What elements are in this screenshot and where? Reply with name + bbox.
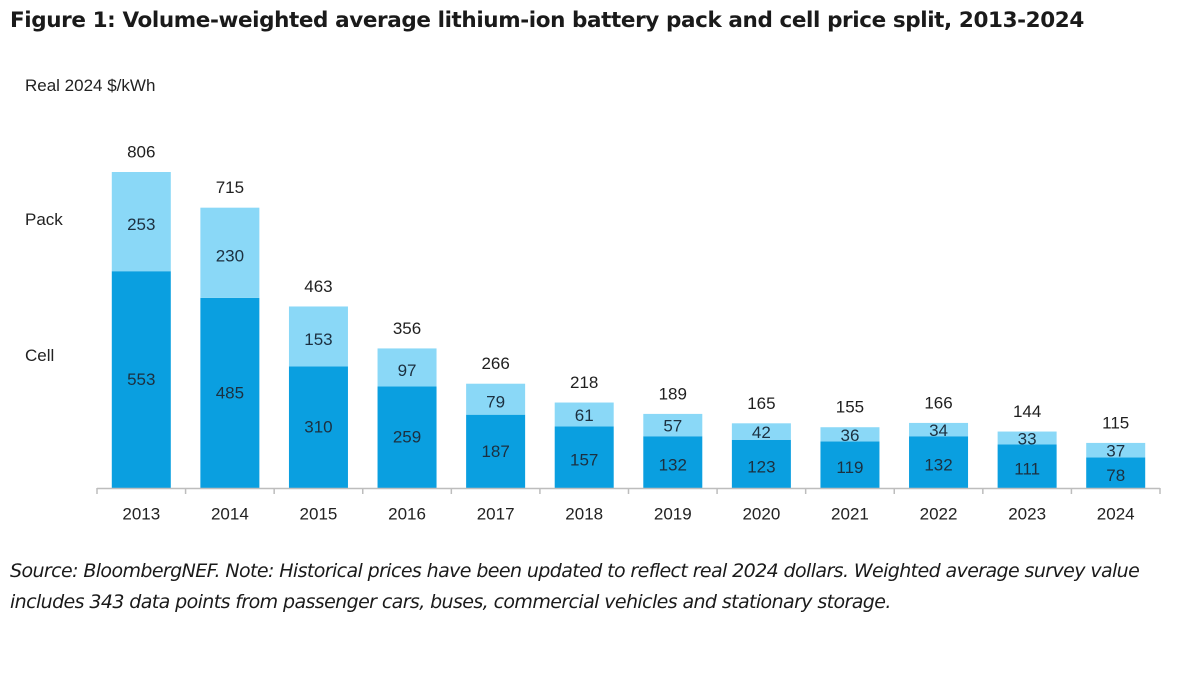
- bar-pack-2020: [731, 423, 791, 440]
- x-tick-label-2022: 2022: [920, 505, 958, 524]
- data-label-pack-2023: 33: [1018, 430, 1037, 449]
- data-label-cell-2014: 485: [216, 383, 244, 402]
- bar-pack-2015: [288, 306, 348, 367]
- data-label-total-2018: 218: [570, 373, 598, 392]
- data-label-pack-2020: 42: [752, 423, 771, 442]
- bar-cell-2018: [554, 426, 614, 488]
- bar-cell-2021: [820, 441, 880, 488]
- data-label-total-2020: 165: [747, 394, 775, 413]
- data-label-pack-2015: 153: [304, 330, 332, 349]
- data-label-total-2024: 115: [1102, 413, 1129, 432]
- x-tick-label-2013: 2013: [122, 505, 160, 524]
- data-label-pack-2014: 230: [216, 246, 244, 265]
- bar-cell-2013: [111, 271, 171, 488]
- data-label-total-2016: 356: [393, 319, 421, 338]
- x-tick-label-2016: 2016: [388, 505, 426, 524]
- bar-pack-2022: [909, 422, 969, 437]
- bar-cell-2016: [377, 386, 437, 488]
- x-tick-label-2024: 2024: [1097, 505, 1135, 524]
- legend-label-pack: Pack: [25, 210, 63, 229]
- y-axis-label: Real 2024 $/kWh: [25, 76, 156, 95]
- data-label-cell-2018: 157: [570, 451, 598, 470]
- data-label-pack-2022: 34: [929, 421, 948, 440]
- chart-title: Figure 1: Volume-weighted average lithiu…: [10, 8, 1084, 33]
- x-tick-label-2019: 2019: [654, 505, 692, 524]
- data-label-pack-2021: 36: [840, 426, 859, 445]
- x-tick-label-2018: 2018: [565, 505, 603, 524]
- data-label-total-2022: 166: [924, 393, 952, 412]
- bar-cell-2015: [288, 366, 348, 488]
- bar-pack-2017: [466, 383, 526, 415]
- x-tick-label-2014: 2014: [211, 505, 249, 524]
- data-label-pack-2019: 57: [663, 417, 682, 436]
- data-label-cell-2019: 132: [659, 456, 687, 475]
- bar-cell-2014: [200, 297, 260, 488]
- bar-cell-2024: [1086, 457, 1146, 488]
- data-label-total-2017: 266: [481, 354, 509, 373]
- data-label-cell-2020: 123: [747, 457, 775, 476]
- data-label-cell-2023: 111: [1014, 460, 1040, 479]
- bar-pack-2021: [820, 427, 880, 442]
- bar-pack-2024: [1086, 442, 1146, 458]
- bar-cell-2017: [466, 414, 526, 488]
- stacked-bar-chart: Pack Cell 253 553 806 230 485 715 153 310 463 97 25…: [25, 143, 1161, 524]
- data-label-total-2014: 715: [216, 178, 244, 197]
- data-label-cell-2016: 259: [393, 428, 421, 447]
- data-label-total-2019: 189: [659, 384, 687, 403]
- data-label-cell-2013: 553: [127, 370, 155, 389]
- data-label-total-2021: 155: [836, 398, 864, 417]
- legend-label-cell: Cell: [25, 346, 54, 365]
- data-label-cell-2022: 132: [924, 456, 952, 475]
- data-label-pack-2016: 97: [398, 361, 417, 380]
- data-label-cell-2021: 119: [836, 458, 863, 477]
- x-tick-label-2020: 2020: [742, 505, 780, 524]
- data-label-total-2013: 806: [127, 143, 155, 162]
- data-label-cell-2017: 187: [481, 442, 509, 461]
- data-label-pack-2018: 61: [575, 406, 594, 425]
- data-label-pack-2013: 253: [127, 215, 155, 234]
- data-label-cell-2015: 310: [304, 418, 332, 437]
- data-label-pack-2024: 37: [1106, 442, 1125, 461]
- x-tick-label-2017: 2017: [477, 505, 515, 524]
- data-label-total-2023: 144: [1013, 402, 1041, 421]
- source-note: Source: BloombergNEF. Note: Historical p…: [10, 560, 1140, 613]
- bar-pack-2016: [377, 348, 437, 387]
- bar-cell-2020: [731, 439, 791, 488]
- bar-cell-2022: [909, 436, 969, 488]
- bar-pack-2018: [554, 402, 614, 427]
- data-label-pack-2017: 79: [486, 393, 505, 412]
- x-tick-label-2023: 2023: [1008, 505, 1046, 524]
- data-label-cell-2024: 78: [1106, 466, 1125, 485]
- bar-pack-2014: [200, 207, 260, 298]
- x-tick-label-2015: 2015: [300, 505, 338, 524]
- bar-cell-2023: [997, 444, 1057, 488]
- x-tick-label-2021: 2021: [831, 505, 869, 524]
- bar-pack-2019: [643, 413, 703, 437]
- bar-pack-2023: [997, 431, 1057, 445]
- bar-cell-2019: [643, 436, 703, 488]
- data-label-total-2015: 463: [304, 277, 332, 296]
- bar-pack-2013: [111, 172, 171, 272]
